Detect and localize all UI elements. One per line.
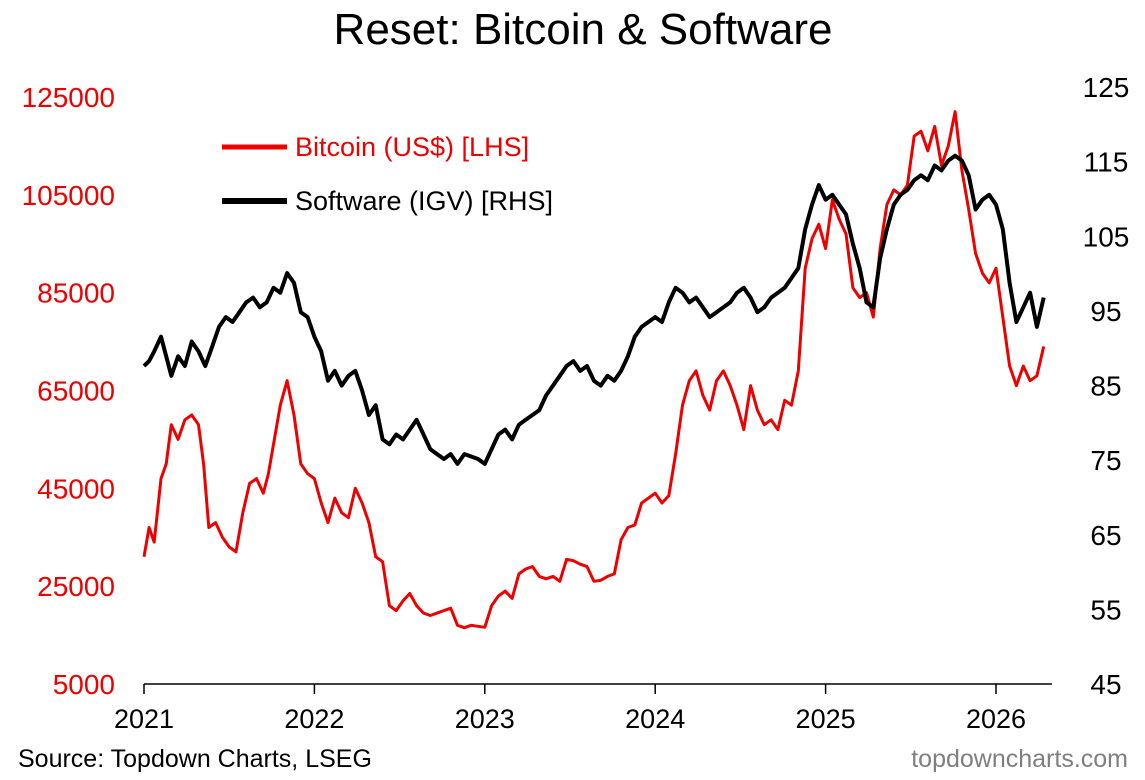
right-tick-label: 85 (1090, 371, 1121, 402)
left-tick-label: 85000 (37, 278, 115, 309)
left-tick-label: 125000 (22, 82, 115, 113)
bitcoin-series-line (142, 110, 1046, 630)
left-tick-label: 5000 (53, 669, 115, 700)
x-tick-label: 2021 (114, 704, 174, 734)
legend: Bitcoin (US$) [LHS] Software (IGV) [RHS] (222, 132, 553, 216)
right-axis-ticks: 125 115 105 95 85 75 65 55 45 (1083, 72, 1130, 700)
x-tick-label: 2022 (284, 704, 344, 734)
left-tick-label: 65000 (37, 376, 115, 407)
right-tick-label: 65 (1090, 520, 1121, 551)
series-layer (142, 110, 1046, 630)
right-tick-label: 115 (1084, 147, 1129, 178)
legend-bitcoin-label: Bitcoin (US$) [LHS] (295, 132, 529, 162)
legend-software-label: Software (IGV) [RHS] (295, 186, 553, 216)
right-tick-label: 75 (1090, 445, 1121, 476)
x-axis: 2021 2022 2023 2024 2025 2026 (114, 683, 1052, 734)
right-tick-label: 105 (1083, 221, 1130, 252)
right-tick-label: 55 (1090, 594, 1121, 625)
source-note: Source: Topdown Charts, LSEG (18, 745, 372, 773)
left-tick-label: 105000 (22, 180, 115, 211)
left-tick-label: 45000 (37, 473, 115, 504)
software-series-line (142, 153, 1046, 466)
left-tick-label: 25000 (37, 571, 115, 602)
x-tick-label: 2024 (625, 704, 685, 734)
right-tick-label: 95 (1090, 296, 1121, 327)
right-tick-label: 125 (1083, 72, 1130, 103)
watermark: topdowncharts.com (911, 745, 1128, 773)
left-axis-ticks: 125000 105000 85000 65000 45000 25000 5000 (22, 82, 115, 700)
right-tick-label: 45 (1090, 669, 1121, 700)
x-tick-label: 2025 (796, 704, 856, 734)
x-tick-label: 2023 (455, 704, 515, 734)
x-tick-label: 2026 (966, 704, 1026, 734)
chart-title: Reset: Bitcoin & Software (334, 5, 833, 54)
